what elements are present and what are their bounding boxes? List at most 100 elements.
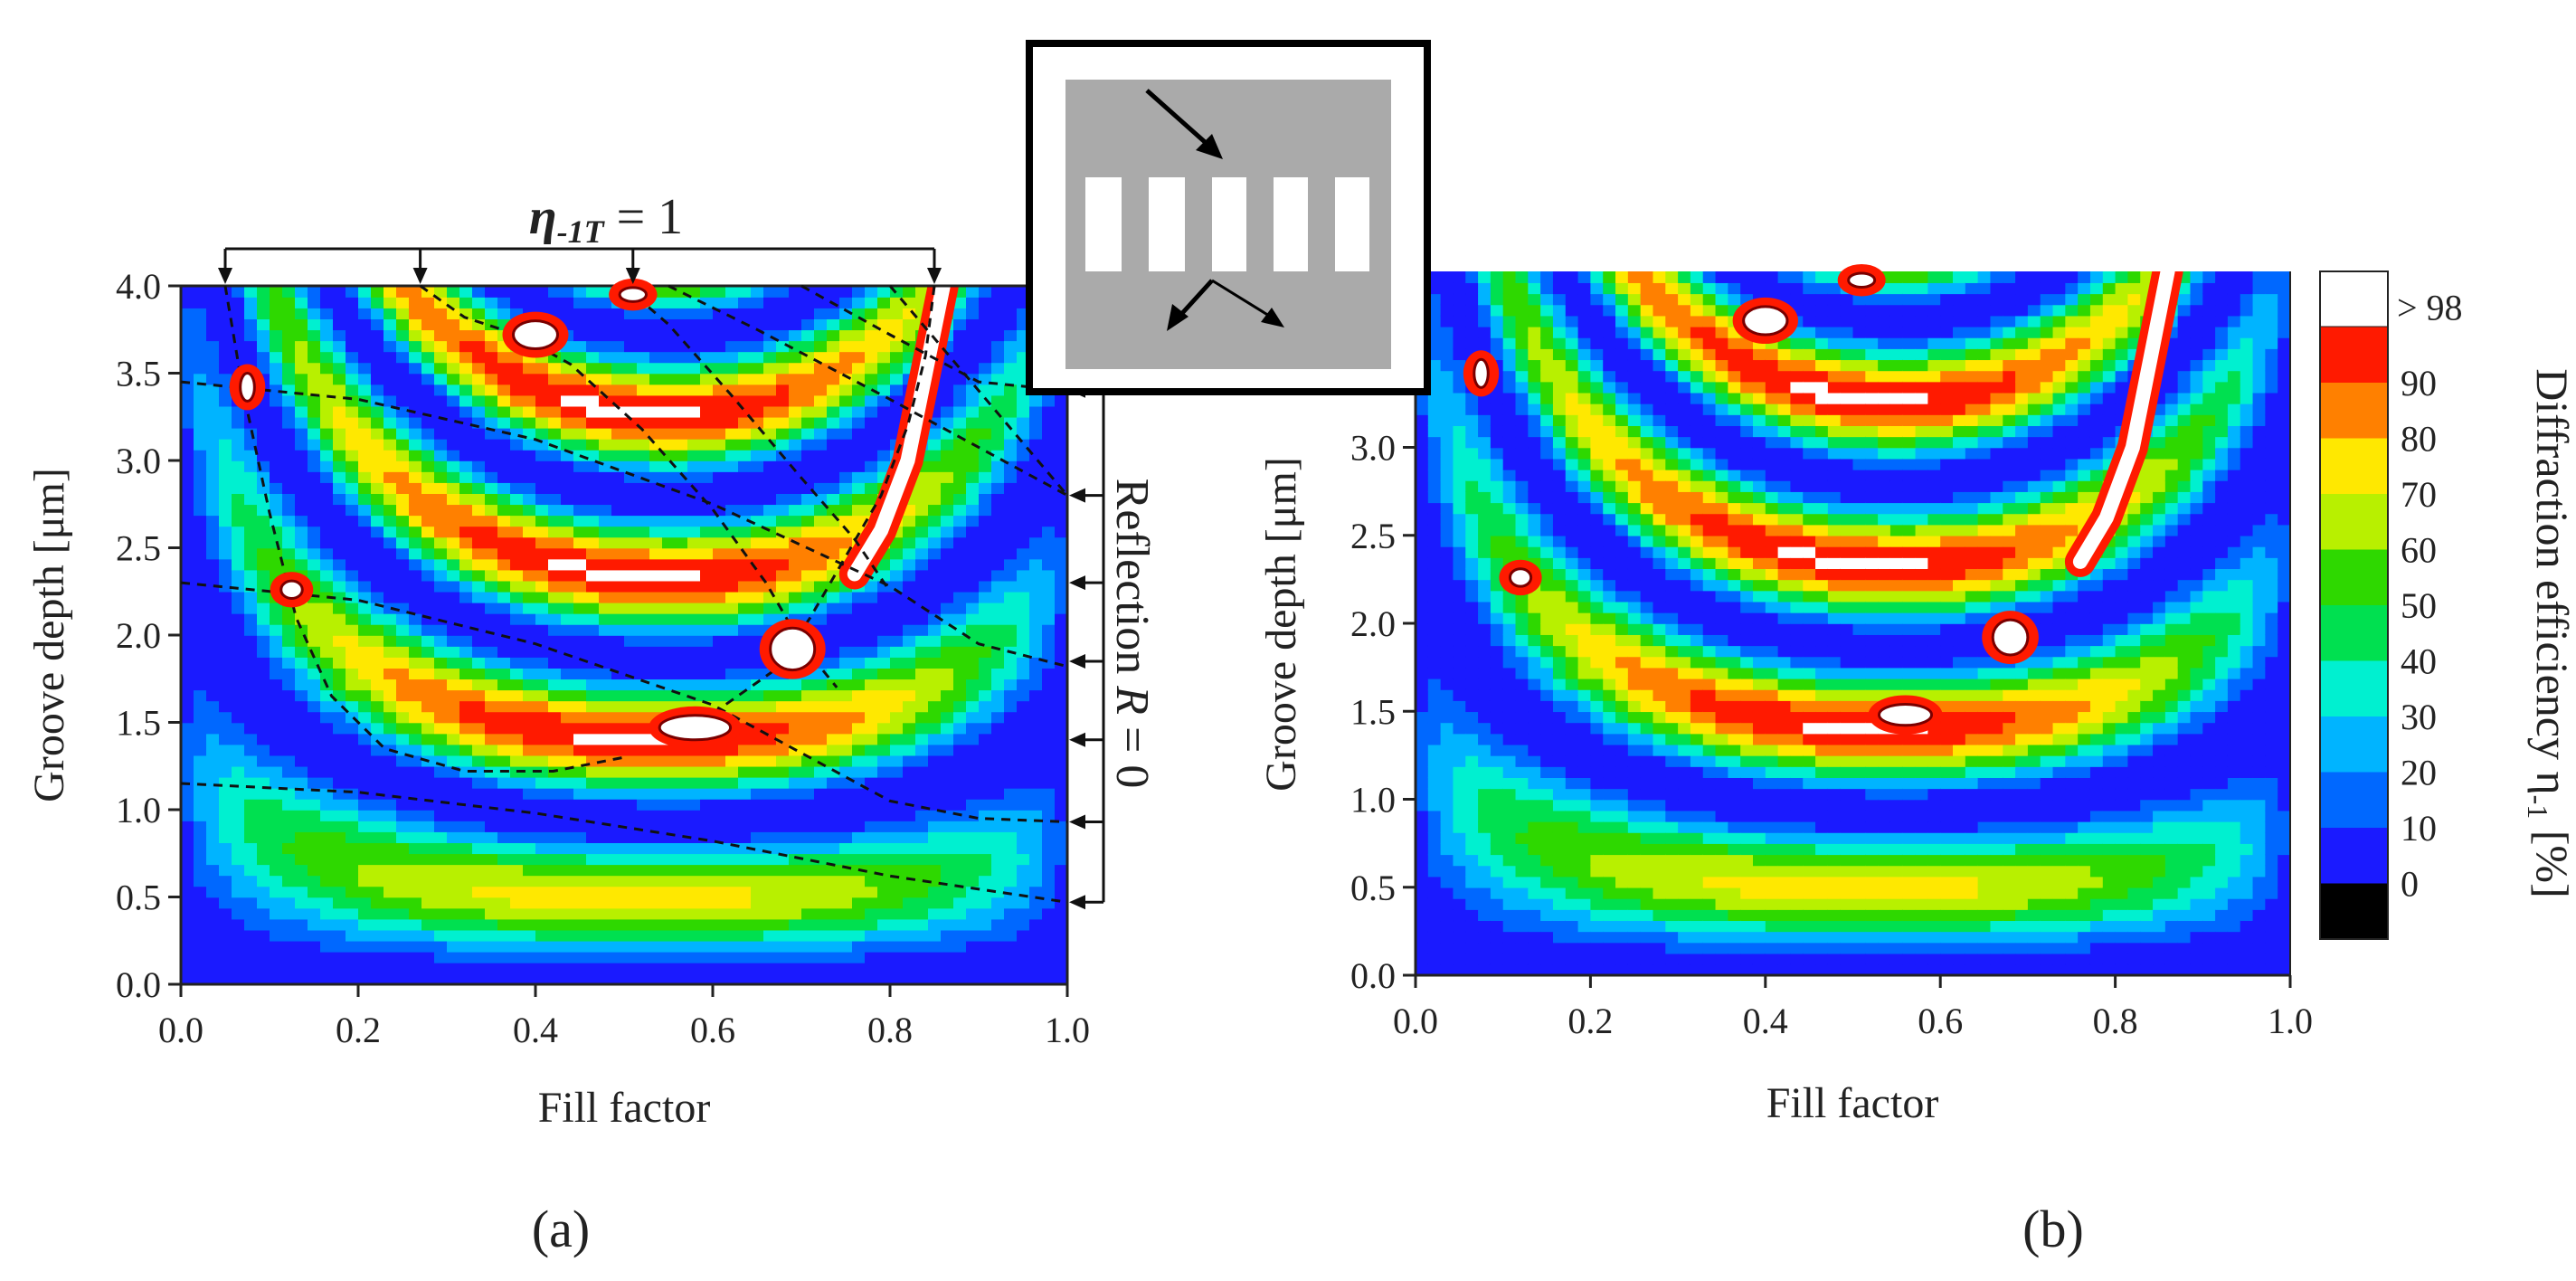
heatmap-cell [472, 405, 486, 418]
heatmap-cell [1029, 886, 1043, 898]
heatmap-cell [548, 787, 562, 800]
heatmap-cell [384, 765, 397, 778]
heatmap-cell [928, 875, 942, 887]
heatmap-cell [1465, 843, 1479, 856]
heatmap-cell [687, 864, 701, 877]
heatmap-cell [877, 438, 891, 451]
heatmap-cell [282, 405, 296, 418]
heatmap-cell [675, 623, 688, 636]
heatmap-cell [700, 657, 714, 669]
heatmap-cell [232, 973, 245, 984]
heatmap-cell [396, 765, 410, 778]
heatmap-cell [1042, 875, 1056, 887]
heatmap-cell [827, 340, 840, 353]
heatmap-cell [789, 526, 802, 538]
heatmap-cell [1004, 558, 1018, 571]
heatmap-cell [662, 973, 676, 984]
heatmap-cell [599, 329, 612, 342]
heatmap-cell [485, 416, 498, 429]
heatmap-cell [700, 635, 714, 647]
heatmap-cell [434, 373, 448, 385]
heatmap-cell [320, 569, 334, 582]
heatmap-cell [333, 351, 346, 364]
heatmap-cell [1427, 271, 1442, 283]
heatmap-cell [396, 776, 410, 789]
heatmap-cell [270, 886, 283, 898]
heatmap-cell [573, 373, 587, 385]
heatmap-cell [333, 831, 346, 843]
heatmap-cell [396, 623, 410, 636]
heatmap-cell [624, 384, 638, 396]
heatmap-cell [244, 765, 258, 778]
heatmap-cell [700, 929, 714, 942]
heatmap-cell [181, 810, 194, 821]
heatmap-cell [738, 569, 752, 582]
heatmap-cell [535, 831, 549, 843]
heatmap-cell [333, 482, 346, 494]
heatmap-cell [308, 504, 321, 517]
heatmap-cell [1055, 471, 1067, 483]
heatmap-cell [890, 558, 904, 571]
heatmap-cell [573, 558, 587, 571]
heatmap-cell [738, 678, 752, 691]
heatmap-cell [611, 689, 625, 702]
heatmap-cell [409, 536, 422, 549]
heatmap-cell [1478, 271, 1492, 283]
heatmap-cell [270, 373, 283, 385]
heatmap-cell [776, 940, 790, 953]
heatmap-cell [953, 765, 967, 778]
heatmap-cell [421, 886, 435, 898]
heatmap-cell [1427, 831, 1442, 844]
heatmap-cell [611, 722, 625, 735]
heatmap-cell [573, 689, 587, 702]
heatmap-cell [371, 864, 384, 877]
heatmap-cell [396, 569, 410, 582]
heatmap-cell [586, 962, 600, 974]
heatmap-cell [1004, 612, 1018, 625]
heatmap-cell [561, 864, 574, 877]
heatmap-cell [561, 602, 574, 614]
heatmap-cell [1440, 623, 1454, 635]
heatmap-cell [346, 482, 359, 494]
heatmap-cell [485, 591, 498, 603]
heatmap-cell [953, 449, 967, 461]
heatmap-cell [700, 810, 714, 821]
heatmap-cell [346, 526, 359, 538]
heatmap-cell [257, 449, 270, 461]
heatmap-cell [232, 875, 245, 887]
heatmap-cell [599, 787, 612, 800]
heatmap-cell [725, 635, 739, 647]
heatmap-cell [282, 384, 296, 396]
heatmap-cell [497, 940, 511, 953]
heatmap-cell [827, 536, 840, 549]
heatmap-cell [776, 460, 790, 472]
heatmap-cell [358, 558, 372, 571]
heatmap-cell [320, 580, 334, 593]
heatmap-cell [1440, 491, 1454, 504]
heatmap-cell [447, 733, 460, 745]
heatmap-cell [966, 351, 980, 364]
heatmap-cell [915, 864, 929, 877]
heatmap-cell [573, 493, 587, 506]
heatmap-cell [1042, 787, 1056, 800]
heatmap-cell [599, 951, 612, 963]
heatmap-cell [346, 416, 359, 429]
heatmap-cell [497, 515, 511, 527]
heatmap-cell [295, 907, 308, 920]
heatmap-cell [903, 515, 916, 527]
heatmap-cell [991, 297, 1005, 308]
heatmap-cell [979, 853, 992, 866]
heatmap-cell [270, 318, 283, 331]
heatmap-cell [713, 754, 726, 767]
heatmap-cell [915, 504, 929, 517]
heatmap-cell [814, 526, 828, 538]
heatmap-cell [1055, 765, 1067, 778]
heatmap-cell [649, 831, 663, 843]
heatmap-cell [421, 460, 435, 472]
heatmap-cell [852, 384, 866, 396]
heatmap-cell [890, 907, 904, 920]
heatmap-cell [1416, 953, 1429, 965]
heatmap-cell [751, 526, 764, 538]
heatmap-cell [1029, 504, 1043, 517]
heatmap-cell [485, 864, 498, 877]
